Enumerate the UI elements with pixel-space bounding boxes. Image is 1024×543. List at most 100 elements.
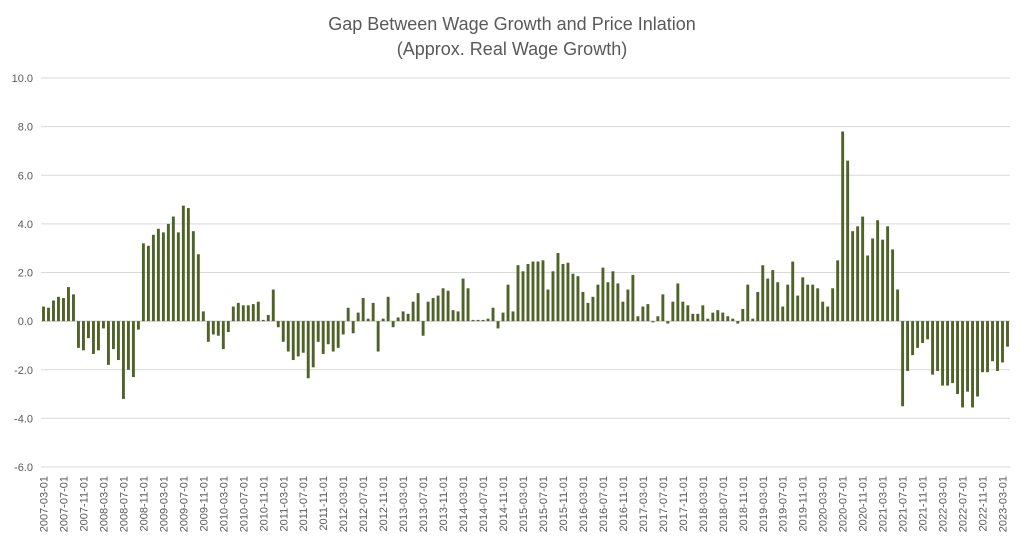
bar bbox=[376, 321, 380, 352]
bar bbox=[681, 301, 685, 322]
x-tick-label: 2017-11-01 bbox=[678, 476, 690, 531]
x-tick-label: 2021-03-01 bbox=[878, 476, 890, 532]
x-tick-label: 2012-03-01 bbox=[338, 476, 350, 532]
bar bbox=[331, 321, 335, 352]
x-tick-label: 2017-03-01 bbox=[638, 476, 650, 532]
x-tick-label: 2007-11-01 bbox=[78, 476, 90, 531]
bar bbox=[401, 311, 405, 322]
bar bbox=[806, 284, 810, 322]
bar bbox=[686, 305, 690, 322]
bar bbox=[691, 313, 695, 322]
x-tick-label: 2013-11-01 bbox=[438, 476, 450, 531]
bar bbox=[246, 305, 250, 322]
bar bbox=[57, 296, 60, 322]
bar bbox=[276, 321, 280, 328]
bar bbox=[961, 321, 964, 408]
bar bbox=[926, 321, 930, 340]
bar bbox=[651, 321, 655, 323]
bar bbox=[731, 318, 735, 322]
x-tick-label: 2015-03-01 bbox=[518, 476, 530, 532]
bar bbox=[271, 289, 275, 322]
x-tick-label: 2016-11-01 bbox=[618, 476, 630, 531]
x-tick-label: 2019-11-01 bbox=[798, 476, 810, 531]
bar bbox=[516, 265, 520, 322]
bar bbox=[391, 321, 395, 328]
bar bbox=[161, 232, 165, 322]
bar bbox=[316, 321, 320, 342]
y-axis-tick-labels: 10.0 8.0 6.0 4.0 2.0 0.0 -2.0 -4.0 -6.0 bbox=[12, 73, 33, 474]
x-tick-label: 2010-11-01 bbox=[258, 476, 270, 531]
bar bbox=[87, 321, 90, 339]
x-tick-label: 2020-11-01 bbox=[858, 476, 870, 531]
y-tick-label: -2.0 bbox=[14, 365, 33, 377]
bar bbox=[296, 321, 300, 357]
bar bbox=[841, 131, 845, 322]
bar bbox=[526, 263, 530, 322]
x-tick-label: 2020-07-01 bbox=[838, 476, 850, 532]
bar bbox=[82, 321, 85, 351]
bar bbox=[666, 321, 670, 324]
bar bbox=[821, 301, 825, 322]
bar bbox=[351, 321, 355, 334]
bar bbox=[851, 231, 855, 322]
bar bbox=[111, 321, 115, 350]
x-tick-label: 2018-03-01 bbox=[698, 476, 710, 532]
bar-series bbox=[42, 131, 1009, 408]
y-tick-label: 4.0 bbox=[18, 219, 33, 231]
bar bbox=[301, 321, 305, 353]
bar bbox=[981, 321, 984, 373]
bar bbox=[716, 310, 720, 322]
bar bbox=[241, 305, 245, 322]
bar bbox=[721, 312, 725, 322]
bar bbox=[431, 298, 435, 322]
x-tick-label: 2007-03-01 bbox=[38, 476, 50, 532]
bar bbox=[326, 321, 330, 345]
bar bbox=[781, 306, 785, 322]
bar bbox=[476, 319, 480, 322]
bar bbox=[141, 243, 145, 322]
bar bbox=[341, 321, 345, 335]
bar bbox=[581, 291, 585, 322]
bar bbox=[991, 321, 994, 362]
bar bbox=[426, 301, 430, 322]
bar bbox=[881, 239, 885, 322]
bar bbox=[566, 262, 570, 322]
bar bbox=[381, 318, 385, 322]
bar bbox=[501, 312, 505, 322]
bar bbox=[211, 321, 215, 335]
bar bbox=[396, 317, 400, 322]
bar bbox=[456, 311, 460, 322]
bar bbox=[826, 306, 830, 322]
bar bbox=[856, 226, 860, 322]
bar bbox=[491, 307, 495, 322]
x-tick-label: 2013-03-01 bbox=[398, 476, 410, 532]
bar bbox=[866, 255, 870, 322]
bar bbox=[77, 321, 80, 348]
bar bbox=[776, 282, 780, 322]
bar bbox=[766, 278, 770, 322]
bar bbox=[481, 319, 485, 322]
bar bbox=[251, 304, 255, 322]
x-tick-label: 2008-11-01 bbox=[138, 476, 150, 531]
x-tick-label: 2008-07-01 bbox=[118, 476, 130, 532]
bar bbox=[266, 315, 270, 322]
bar bbox=[761, 265, 765, 322]
x-tick-label: 2016-07-01 bbox=[598, 476, 610, 532]
x-tick-label: 2022-07-01 bbox=[958, 476, 970, 532]
bar bbox=[771, 270, 775, 322]
x-tick-label: 2015-07-01 bbox=[538, 476, 550, 532]
bar bbox=[966, 321, 969, 392]
bar bbox=[616, 283, 620, 322]
x-tick-label: 2016-03-01 bbox=[578, 476, 590, 532]
x-tick-label: 2015-11-01 bbox=[558, 476, 570, 531]
bar bbox=[561, 263, 565, 322]
bar bbox=[876, 220, 880, 322]
bar bbox=[42, 306, 45, 322]
bar bbox=[801, 277, 805, 322]
bar bbox=[611, 271, 615, 322]
bar bbox=[531, 261, 535, 322]
bar bbox=[346, 307, 350, 322]
bar bbox=[641, 306, 645, 322]
